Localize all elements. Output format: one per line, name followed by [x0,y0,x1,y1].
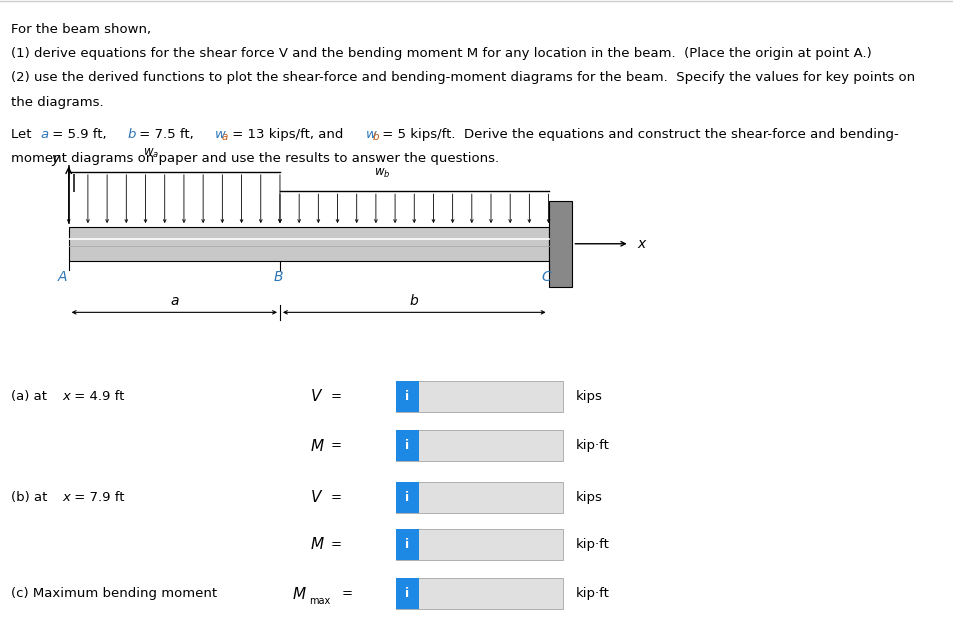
Text: =: = [331,439,342,452]
Text: $M$: $M$ [292,586,306,601]
Text: |: | [71,174,76,192]
Polygon shape [69,227,548,261]
Text: w: w [365,128,375,141]
Text: (a) at: (a) at [11,390,51,402]
FancyBboxPatch shape [395,381,418,412]
Text: $w_a$: $w_a$ [143,147,158,160]
Text: $M$: $M$ [310,536,324,552]
Text: $w_b$: $w_b$ [374,167,390,180]
Text: x: x [637,237,645,251]
Text: i: i [405,390,409,402]
Text: i: i [405,538,409,551]
Text: = 7.5 ft,: = 7.5 ft, [134,128,197,141]
Text: (2) use the derived functions to plot the shear-force and bending-moment diagram: (2) use the derived functions to plot th… [11,71,915,84]
Text: Let: Let [11,128,36,141]
Text: (1) derive equations for the shear force V and the bending moment M for any loca: (1) derive equations for the shear force… [11,47,871,60]
FancyBboxPatch shape [395,578,562,609]
Text: a: a [40,128,49,141]
Text: kips: kips [575,491,601,504]
Text: kips: kips [575,390,601,402]
FancyBboxPatch shape [395,529,418,560]
Text: = 5.9 ft,: = 5.9 ft, [48,128,111,141]
Text: b: b [373,132,378,142]
Text: = 5 kips/ft.  Derive the equations and construct the shear-force and bending-: = 5 kips/ft. Derive the equations and co… [378,128,898,141]
Text: i: i [405,439,409,452]
Text: i: i [405,491,409,504]
Text: =: = [331,538,342,551]
Text: a: a [170,294,178,308]
Text: y: y [51,152,60,166]
Text: = 7.9 ft: = 7.9 ft [70,491,124,504]
FancyBboxPatch shape [395,482,562,513]
FancyBboxPatch shape [395,381,562,412]
Text: =: = [331,491,342,504]
Text: a: a [222,132,228,142]
Text: b: b [128,128,135,141]
Text: kip·ft: kip·ft [575,587,609,600]
FancyBboxPatch shape [395,578,418,609]
Text: (c) Maximum bending moment: (c) Maximum bending moment [11,587,217,600]
FancyBboxPatch shape [395,482,418,513]
Text: b: b [410,294,418,308]
Text: w: w [214,128,225,141]
Text: i: i [405,587,409,600]
Text: = 13 kips/ft, and: = 13 kips/ft, and [228,128,347,141]
FancyBboxPatch shape [395,430,418,461]
Text: For the beam shown,: For the beam shown, [11,23,152,35]
FancyBboxPatch shape [395,430,562,461]
Text: $V$: $V$ [310,388,323,404]
Text: A: A [57,270,67,285]
Text: (b) at: (b) at [11,491,52,504]
Text: the diagrams.: the diagrams. [11,96,104,109]
Text: B: B [273,270,282,285]
Text: =: = [341,587,353,600]
Polygon shape [548,201,572,287]
Text: max: max [309,596,330,607]
Text: $V$: $V$ [310,489,323,505]
FancyBboxPatch shape [395,529,562,560]
Text: $M$: $M$ [310,438,324,453]
Text: C: C [541,270,551,285]
Text: =: = [331,390,342,402]
Text: x: x [62,390,71,402]
Text: moment diagrams on paper and use the results to answer the questions.: moment diagrams on paper and use the res… [11,152,499,166]
Text: = 4.9 ft: = 4.9 ft [70,390,124,402]
Text: kip·ft: kip·ft [575,439,609,452]
Text: x: x [62,491,71,504]
Text: kip·ft: kip·ft [575,538,609,551]
